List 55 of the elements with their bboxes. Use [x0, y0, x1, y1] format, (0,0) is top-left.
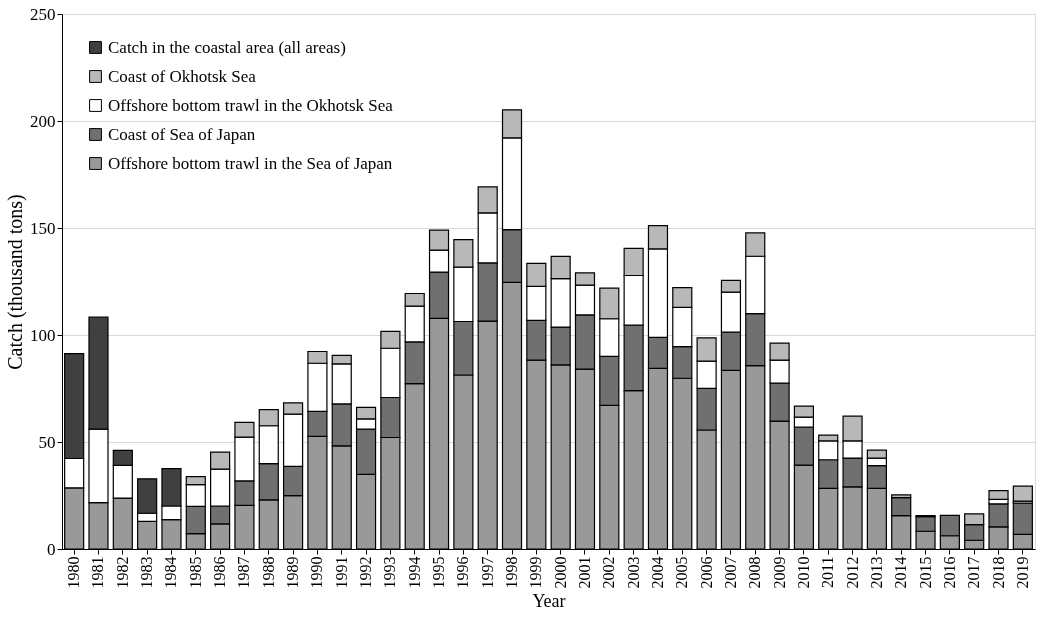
x-tick-label: 2009	[770, 556, 788, 589]
x-tick-label: 2013	[867, 556, 885, 589]
x-tick-label: 1987	[235, 556, 253, 589]
legend-label: Offshore bottom trawl in the Okhotsk Sea	[108, 95, 394, 115]
x-tick-label: 2008	[746, 556, 764, 589]
x-tick-label: 1995	[430, 556, 448, 589]
x-tick-label: 1985	[186, 556, 204, 589]
x-tick-label: 2010	[794, 556, 812, 589]
y-tick-label: 0	[47, 539, 56, 559]
x-tick-label: 2015	[916, 556, 934, 589]
x-tick-label: 2014	[892, 556, 910, 589]
x-tick-label: 2016	[940, 556, 958, 589]
x-tick-label: 1993	[381, 556, 399, 589]
x-tick-label: 1998	[503, 556, 521, 589]
legend-label: Coast of Okhotsk Sea	[108, 66, 257, 86]
y-tick-label: 150	[30, 218, 56, 238]
y-tick-label: 50	[38, 432, 56, 452]
x-tick-label: 1989	[284, 556, 302, 589]
y-tick-label: 250	[30, 4, 56, 24]
x-tick-label: 2001	[575, 556, 593, 589]
x-tick-label: 1980	[65, 556, 83, 589]
bar	[1012, 485, 1033, 502]
x-tick-label: 1994	[405, 556, 423, 589]
x-tick-label: 1990	[308, 556, 326, 589]
y-axis-title: Catch (thousand tons)	[4, 194, 27, 370]
x-tick-label: 1986	[211, 556, 229, 589]
x-tick-label: 1991	[332, 556, 350, 589]
x-tick-label: 1983	[138, 556, 156, 589]
x-tick-label: 2012	[843, 556, 861, 589]
x-tick-label: 1984	[162, 556, 180, 589]
x-tick-label: 2006	[697, 556, 715, 589]
y-tick-label: 100	[30, 325, 56, 345]
legend-label: Coast of Sea of Japan	[108, 124, 256, 144]
legend-label: Catch in the coastal area (all areas)	[108, 37, 346, 57]
x-tick-label: 1999	[527, 556, 545, 589]
x-tick-label: 2007	[721, 556, 739, 589]
legend-label: Offshore bottom trawl in the Sea of Japan	[108, 153, 393, 173]
x-tick-label: 1981	[89, 556, 107, 589]
x-tick-label: 2000	[551, 556, 569, 589]
x-tick-label: 2018	[989, 556, 1007, 589]
x-tick-label: 1988	[259, 556, 277, 589]
x-tick-label: 2017	[965, 556, 983, 589]
x-axis-title: Year	[532, 590, 566, 611]
bar	[988, 489, 1009, 500]
x-tick-label: 2004	[648, 556, 666, 589]
x-tick-label: 2019	[1013, 556, 1031, 589]
x-tick-label: 1996	[454, 556, 472, 589]
x-tick-label: 2003	[624, 556, 642, 589]
x-tick-label: 2005	[673, 556, 691, 589]
x-tick-label: 2011	[819, 556, 837, 588]
x-tick-label: 1992	[357, 556, 375, 589]
x-tick-label: 2002	[600, 556, 618, 589]
x-tick-label: 1997	[478, 556, 496, 589]
y-tick-label: 200	[30, 111, 56, 131]
x-tick-label: 1982	[113, 556, 131, 589]
